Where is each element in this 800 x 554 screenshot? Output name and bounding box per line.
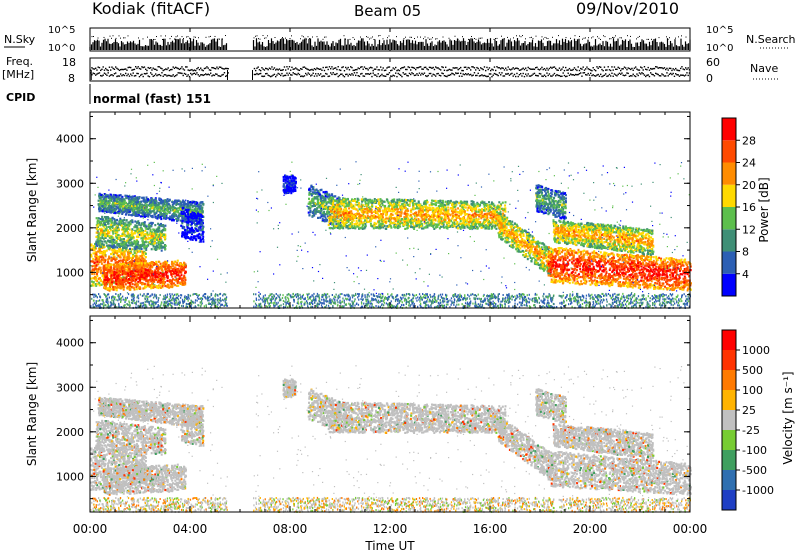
power-data bbox=[90, 161, 692, 310]
colorbar-swatch bbox=[722, 330, 736, 350]
colorbar-tick: 20 bbox=[742, 179, 756, 192]
cpid-label: CPID bbox=[6, 91, 35, 104]
nsky-bars bbox=[89, 35, 691, 50]
nsearch-tick-top: 10^5 bbox=[706, 25, 733, 36]
colorbar-swatch bbox=[722, 490, 736, 510]
colorbar-swatch bbox=[722, 184, 736, 207]
freq-label-2: [MHz] bbox=[2, 68, 34, 81]
xtick-label: 08:00 bbox=[273, 522, 308, 536]
station-title: Kodiak (fitACF) bbox=[92, 0, 210, 18]
colorbar-swatch bbox=[722, 350, 736, 370]
xtick-label: 00:00 bbox=[673, 522, 708, 536]
power-yticks: 1000 2000 3000 4000 bbox=[56, 115, 690, 296]
colorbar-tick: 500 bbox=[742, 364, 763, 377]
colorbar-tick: 4 bbox=[742, 268, 749, 281]
ytick-label: 1000 bbox=[56, 266, 84, 279]
colorbar-swatch bbox=[722, 118, 736, 141]
colorbar-swatch bbox=[722, 162, 736, 185]
freq-dots bbox=[90, 66, 691, 80]
xtick-label: 04:00 bbox=[173, 522, 208, 536]
colorbar-swatch bbox=[722, 229, 736, 252]
nave-tick-bottom: 0 bbox=[706, 72, 713, 85]
colorbar-swatch bbox=[722, 207, 736, 230]
date-title: 09/Nov/2010 bbox=[576, 0, 679, 18]
power-ylabel: Slant Range [km] bbox=[25, 158, 39, 262]
colorbar-swatch bbox=[722, 470, 736, 490]
ytick-label: 2000 bbox=[56, 426, 84, 439]
xtick-label: 00:00 bbox=[73, 522, 108, 536]
colorbar-swatch bbox=[722, 430, 736, 450]
colorbar-swatch bbox=[722, 273, 736, 296]
power-colorbar-label: Power [dB] bbox=[757, 177, 771, 242]
colorbar-swatch bbox=[722, 410, 736, 430]
freq-tick-bottom: 8 bbox=[68, 72, 75, 85]
colorbar-tick: 28 bbox=[742, 134, 756, 147]
colorbar-tick: 24 bbox=[742, 157, 756, 170]
nave-label: Nave bbox=[750, 62, 778, 75]
colorbar-tick: 25 bbox=[742, 404, 756, 417]
power-panel: 1000 2000 3000 4000 Slant Range [km] 4 8 12 16… bbox=[25, 111, 771, 310]
velocity-ylabel: Slant Range [km] bbox=[25, 362, 39, 466]
colorbar-tick: 8 bbox=[742, 246, 749, 259]
ytick-label: 4000 bbox=[56, 133, 84, 146]
velocity-yticks: 1000 2000 3000 4000 bbox=[56, 319, 690, 500]
velocity-panel: 1000 2000 3000 4000 Slant Range [km] 1000 50… bbox=[25, 315, 795, 514]
nave-tick-top: 60 bbox=[706, 56, 720, 69]
time-axis-label: Time UT bbox=[364, 539, 415, 553]
ytick-label: 1000 bbox=[56, 470, 84, 483]
nsearch-label: N.Search bbox=[746, 33, 796, 46]
colorbar-swatch bbox=[722, 140, 736, 163]
colorbar-tick: 100 bbox=[742, 384, 763, 397]
freq-label-1: Freq. bbox=[6, 55, 33, 68]
ytick-label: 4000 bbox=[56, 337, 84, 350]
nsky-strip: N.Sky 10^5 10^0 10^5 10^0 N.Search bbox=[4, 25, 796, 54]
colorbar-tick: 1000 bbox=[742, 344, 770, 357]
xtick-label: 16:00 bbox=[473, 522, 508, 536]
cpid-text: normal (fast) 151 bbox=[93, 92, 211, 106]
ytick-label: 2000 bbox=[56, 222, 84, 235]
velocity-colorbar: 1000 500 100 25 -25 -100 -500 -1000 bbox=[721, 329, 774, 511]
colorbar-swatch bbox=[722, 390, 736, 410]
freq-tick-top: 18 bbox=[62, 56, 76, 69]
ytick-label: 3000 bbox=[56, 177, 84, 190]
beam-title: Beam 05 bbox=[354, 2, 421, 20]
power-colorbar: 4 8 12 16 20 24 28 bbox=[721, 117, 756, 297]
nsky-label: N.Sky bbox=[4, 33, 36, 46]
colorbar-tick: -25 bbox=[742, 424, 760, 437]
colorbar-swatch bbox=[722, 251, 736, 274]
velocity-colorbar-label: Velocity [m s⁻¹] bbox=[781, 371, 795, 464]
colorbar-swatch bbox=[722, 370, 736, 390]
colorbar-tick: 16 bbox=[742, 201, 756, 214]
xtick-label: 12:00 bbox=[373, 522, 408, 536]
colorbar-tick: -500 bbox=[742, 464, 767, 477]
xtick-label: 20:00 bbox=[573, 522, 608, 536]
colorbar-tick: 12 bbox=[742, 223, 756, 236]
colorbar-swatch bbox=[722, 450, 736, 470]
colorbar-tick: -1000 bbox=[742, 484, 774, 497]
nsearch-tick-bottom: 10^0 bbox=[706, 43, 733, 54]
colorbar-tick: -100 bbox=[742, 444, 767, 457]
velocity-data bbox=[90, 365, 692, 514]
nsky-tick-top: 10^5 bbox=[48, 25, 75, 36]
ytick-label: 3000 bbox=[56, 381, 84, 394]
time-axis: 00:00 04:00 08:00 12:00 16:00 20:00 00:00 bbox=[73, 28, 708, 536]
nsky-tick-bottom: 10^0 bbox=[48, 43, 75, 54]
